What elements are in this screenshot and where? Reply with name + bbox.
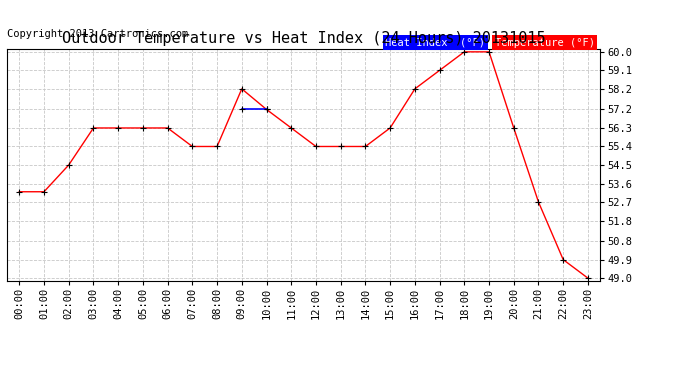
Title: Outdoor Temperature vs Heat Index (24 Hours) 20131015: Outdoor Temperature vs Heat Index (24 Ho… [62,31,545,46]
Text: Heat Index  (°F): Heat Index (°F) [386,38,486,48]
Text: Copyright 2013 Cartronics.com: Copyright 2013 Cartronics.com [7,29,188,39]
Text: Temperature (°F): Temperature (°F) [495,38,595,48]
